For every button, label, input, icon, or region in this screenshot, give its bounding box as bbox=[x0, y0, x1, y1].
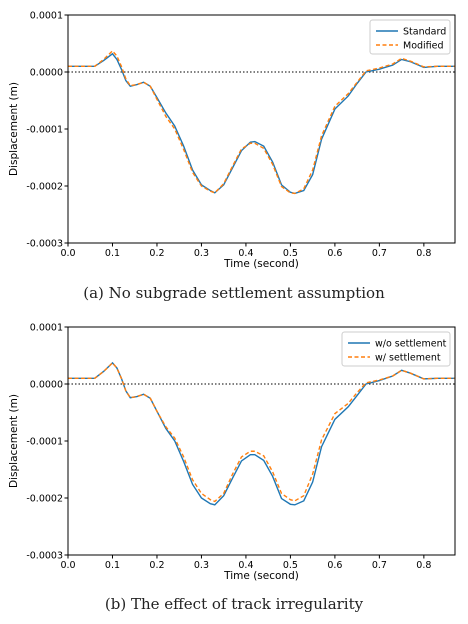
chart-no-subgrade-settlement: 0.0 0.1 0.2 0.3 0.4 0.5 0.6 0.7 0.8 0.0001 0.0000 -… bbox=[8, 11, 456, 270]
legend-label-1: Modified bbox=[403, 41, 444, 52]
x-tick-label: 0.0 bbox=[60, 248, 75, 259]
series-line-0 bbox=[68, 52, 455, 195]
legend-label-0: w/o settlement bbox=[375, 339, 447, 350]
x-axis-label: Time (second) bbox=[223, 570, 299, 582]
x-tick-label: 0.3 bbox=[194, 248, 209, 259]
y-tick-label: 0.0000 bbox=[30, 68, 63, 79]
x-tick-label: 0.1 bbox=[105, 248, 120, 259]
x-tick-label: 0.6 bbox=[327, 248, 342, 259]
x-tick-label: 0.5 bbox=[283, 248, 298, 259]
x-tick-label: 0.2 bbox=[149, 560, 164, 571]
x-tick-label: 0.7 bbox=[372, 248, 387, 259]
legend-label-0: Standard bbox=[403, 27, 446, 38]
x-tick-label: 0.4 bbox=[238, 248, 253, 259]
x-tick-label: 0.2 bbox=[149, 248, 164, 259]
caption-a: (a) No subgrade settlement assumption bbox=[83, 284, 385, 302]
series-line-1 bbox=[68, 361, 455, 503]
chart-track-irregularity: 0.0 0.1 0.2 0.3 0.4 0.5 0.6 0.7 0.8 0.0001 0.0000 -… bbox=[8, 323, 456, 582]
y-axis-label: Displacement (m) bbox=[8, 82, 20, 176]
x-tick-label: 0.7 bbox=[372, 560, 387, 571]
y-tick-label: 0.0001 bbox=[30, 323, 63, 334]
legend-label-1: w/ settlement bbox=[375, 353, 441, 364]
y-tick-label: -0.0001 bbox=[26, 125, 63, 136]
x-tick-label: 0.8 bbox=[416, 560, 431, 571]
y-tick-label: -0.0002 bbox=[26, 494, 63, 505]
x-tick-label: 0.6 bbox=[327, 560, 342, 571]
y-tick-label: 0.0000 bbox=[30, 380, 63, 391]
y-tick-label: -0.0002 bbox=[26, 182, 63, 193]
y-axis-label: Displacement (m) bbox=[8, 394, 20, 488]
series-line-0 bbox=[68, 361, 455, 506]
x-tick-label: 0.5 bbox=[283, 560, 298, 571]
caption-b: (b) The effect of track irregularity bbox=[105, 595, 364, 613]
y-tick-label: -0.0003 bbox=[26, 551, 63, 562]
x-tick-label: 0.1 bbox=[105, 560, 120, 571]
y-tick-label: -0.0001 bbox=[26, 437, 63, 448]
x-tick-label: 0.3 bbox=[194, 560, 209, 571]
x-tick-label: 0.0 bbox=[60, 560, 75, 571]
y-tick-label: -0.0003 bbox=[26, 239, 63, 250]
x-tick-label: 0.4 bbox=[238, 560, 253, 571]
x-axis-label: Time (second) bbox=[223, 258, 299, 270]
x-tick-label: 0.8 bbox=[416, 248, 431, 259]
y-tick-label: 0.0001 bbox=[30, 11, 63, 22]
